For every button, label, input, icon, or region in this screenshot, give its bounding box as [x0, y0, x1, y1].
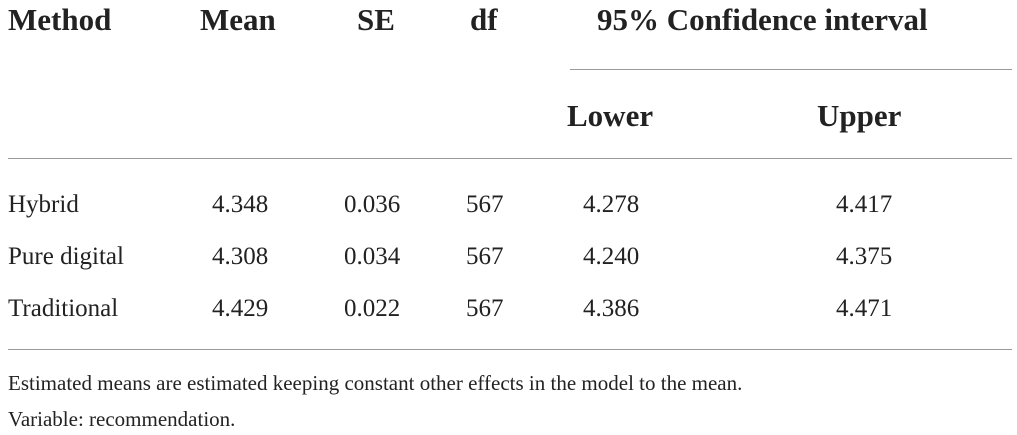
- cell-method: Pure digital: [8, 243, 124, 270]
- header-df: df: [470, 2, 498, 37]
- header-upper: Upper: [817, 98, 902, 133]
- footnote-estimated-means: Estimated means are estimated keeping co…: [8, 371, 743, 395]
- header-mean: Mean: [200, 2, 276, 37]
- cell-se: 0.034: [344, 243, 401, 270]
- cell-mean: 4.348: [212, 191, 269, 218]
- cell-se: 0.022: [344, 295, 401, 322]
- cell-upper: 4.375: [836, 243, 893, 270]
- cell-df: 567: [466, 295, 504, 322]
- header-confidence-interval: 95% Confidence interval: [597, 2, 928, 37]
- cell-lower: 4.278: [583, 191, 640, 218]
- cell-upper: 4.471: [836, 295, 893, 322]
- cell-mean: 4.429: [212, 295, 269, 322]
- cell-df: 567: [466, 243, 504, 270]
- cell-method: Traditional: [8, 295, 119, 322]
- ci-spanner-rule: [570, 69, 1012, 70]
- header-se: SE: [357, 2, 395, 37]
- cell-mean: 4.308: [212, 243, 269, 270]
- header-lower: Lower: [567, 98, 654, 133]
- cell-se: 0.036: [344, 191, 401, 218]
- footnote-variable: Variable: recommendation.: [8, 407, 236, 431]
- cell-lower: 4.386: [583, 295, 640, 322]
- header-rule: [8, 158, 1012, 159]
- table-bottom-rule: [8, 349, 1012, 350]
- cell-upper: 4.417: [836, 191, 893, 218]
- cell-method: Hybrid: [8, 191, 79, 218]
- cell-df: 567: [466, 191, 504, 218]
- header-method: Method: [8, 2, 112, 37]
- cell-lower: 4.240: [583, 243, 640, 270]
